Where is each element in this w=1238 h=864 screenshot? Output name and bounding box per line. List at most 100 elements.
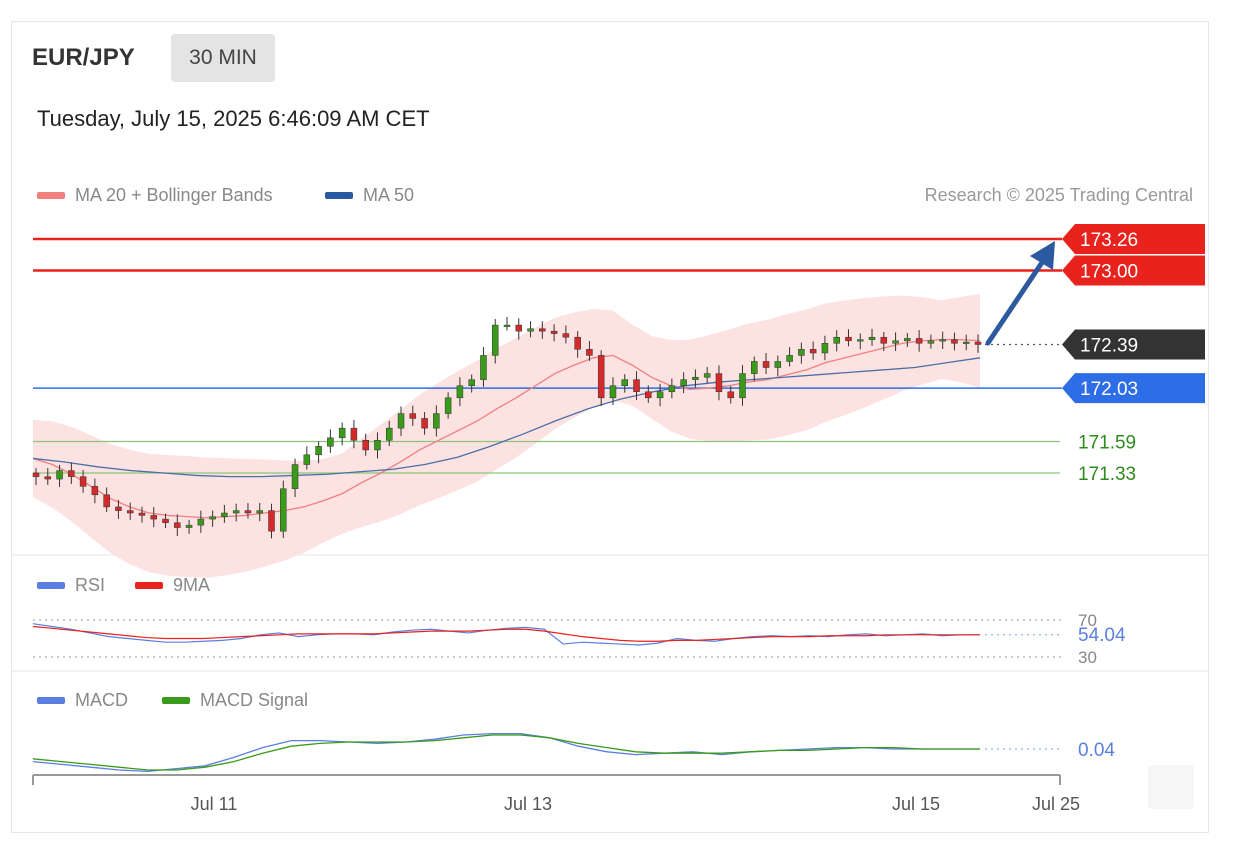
candle-body (904, 338, 911, 342)
candle-body (433, 413, 440, 429)
candle-body (503, 324, 511, 327)
candle-body (315, 446, 322, 456)
support-label: 171.59 (1078, 432, 1136, 453)
level-tag (1062, 224, 1205, 254)
rsi-line (32, 623, 980, 646)
candle-body (232, 510, 240, 514)
legend-rsi: RSI (37, 575, 105, 596)
rsi-swatch-icon (37, 582, 65, 589)
legend-ma20-label: MA 20 + Bollinger Bands (75, 185, 273, 205)
candle-body (115, 506, 122, 511)
candle-body (303, 454, 311, 465)
rsi-last-label: 54.04 (1078, 625, 1126, 646)
macd-signal-line (32, 734, 980, 771)
candle-body (739, 373, 746, 399)
candle-body (680, 379, 687, 386)
candle-body (174, 522, 181, 528)
support-label: 171.33 (1078, 464, 1136, 485)
candle-body (880, 336, 888, 344)
candle-body (386, 427, 393, 441)
candle-body (456, 385, 464, 399)
level-tag (1062, 373, 1205, 404)
legend-9ma-label: 9MA (173, 575, 211, 595)
candle-body (539, 328, 546, 332)
level-tag-label: 172.03 (1080, 379, 1138, 400)
candle-body (892, 340, 899, 344)
legend-ma50-label: MA 50 (363, 185, 415, 205)
legend-macd-signal-label: MACD Signal (200, 690, 309, 710)
candle-body (327, 437, 334, 447)
corner-widget (1148, 765, 1194, 809)
candle-body (468, 379, 475, 386)
candle-body (374, 440, 381, 451)
candle-body (833, 336, 840, 344)
legend-ma50: MA 50 (325, 185, 414, 206)
candle-body (597, 355, 605, 399)
rsi-9ma-line (32, 625, 980, 642)
candle-body (409, 413, 417, 419)
legend-rsi-label: RSI (75, 575, 106, 595)
candle-body (79, 476, 87, 487)
candle-body (44, 476, 52, 480)
candle-body (962, 341, 970, 344)
candle-body (480, 355, 487, 380)
ma20-line (32, 338, 981, 519)
candle-body (209, 516, 216, 520)
candle-body (809, 349, 817, 354)
candle-body (268, 510, 275, 532)
candle-body (162, 518, 169, 523)
candle-body (32, 472, 40, 477)
candle-body (150, 515, 157, 520)
x-tick-label: Jul 15 (892, 794, 940, 814)
candle-body (668, 385, 676, 393)
candle-body (244, 510, 252, 514)
candle-body (798, 349, 805, 356)
candle-body (915, 338, 923, 344)
level-tag-label: 172.39 (1080, 335, 1138, 356)
ma50-line (32, 357, 981, 478)
x-tick-label: Jul 11 (191, 794, 238, 814)
candle-body (857, 339, 864, 342)
candle-body (656, 391, 664, 399)
candle-body (291, 464, 299, 490)
legend-macd-signal: MACD Signal (162, 690, 308, 711)
candle-body (927, 340, 935, 344)
x-tick-label: Jul 25 (1032, 794, 1080, 814)
macd-last-label: 0.04 (1078, 740, 1115, 761)
rsi-tick-30: 30 (1078, 648, 1097, 667)
level-tag (1062, 329, 1205, 360)
candle-body (845, 336, 852, 342)
candle-body (951, 339, 958, 344)
projection-arrowhead-icon (1030, 241, 1055, 270)
level-tag-label: 173.26 (1080, 230, 1138, 251)
candle-body (91, 486, 99, 496)
candle-body (586, 349, 593, 356)
macd-swatch-icon (37, 697, 65, 704)
candle-body (221, 512, 228, 517)
candle-body (974, 341, 982, 345)
legend-macd-label: MACD (75, 690, 128, 710)
candle-body (550, 330, 558, 334)
candle-body (68, 470, 75, 477)
candle-body (527, 328, 534, 332)
candle-body (338, 427, 346, 439)
rsi-tick-70: 70 (1078, 611, 1097, 630)
candle-body (256, 510, 263, 514)
level-tag (1062, 255, 1205, 286)
timeframe-button[interactable]: 30 MIN (171, 34, 275, 82)
ma20-swatch-icon (37, 192, 65, 199)
research-credit: Research © 2025 Trading Central (924, 185, 1193, 205)
macd-line (32, 732, 980, 773)
candle-body (280, 488, 287, 532)
candle-body (562, 333, 570, 338)
datetime-label: Tuesday, July 15, 2025 6:46:09 AM CET (37, 106, 430, 131)
candle-body (126, 510, 134, 514)
candle-body (715, 373, 723, 393)
legend-ma20: MA 20 + Bollinger Bands (37, 185, 273, 206)
macd-signal-swatch-icon (162, 697, 190, 704)
candle-body (774, 361, 782, 368)
candle-body (138, 512, 146, 516)
candle-body (727, 391, 734, 399)
9ma-swatch-icon (135, 582, 163, 589)
